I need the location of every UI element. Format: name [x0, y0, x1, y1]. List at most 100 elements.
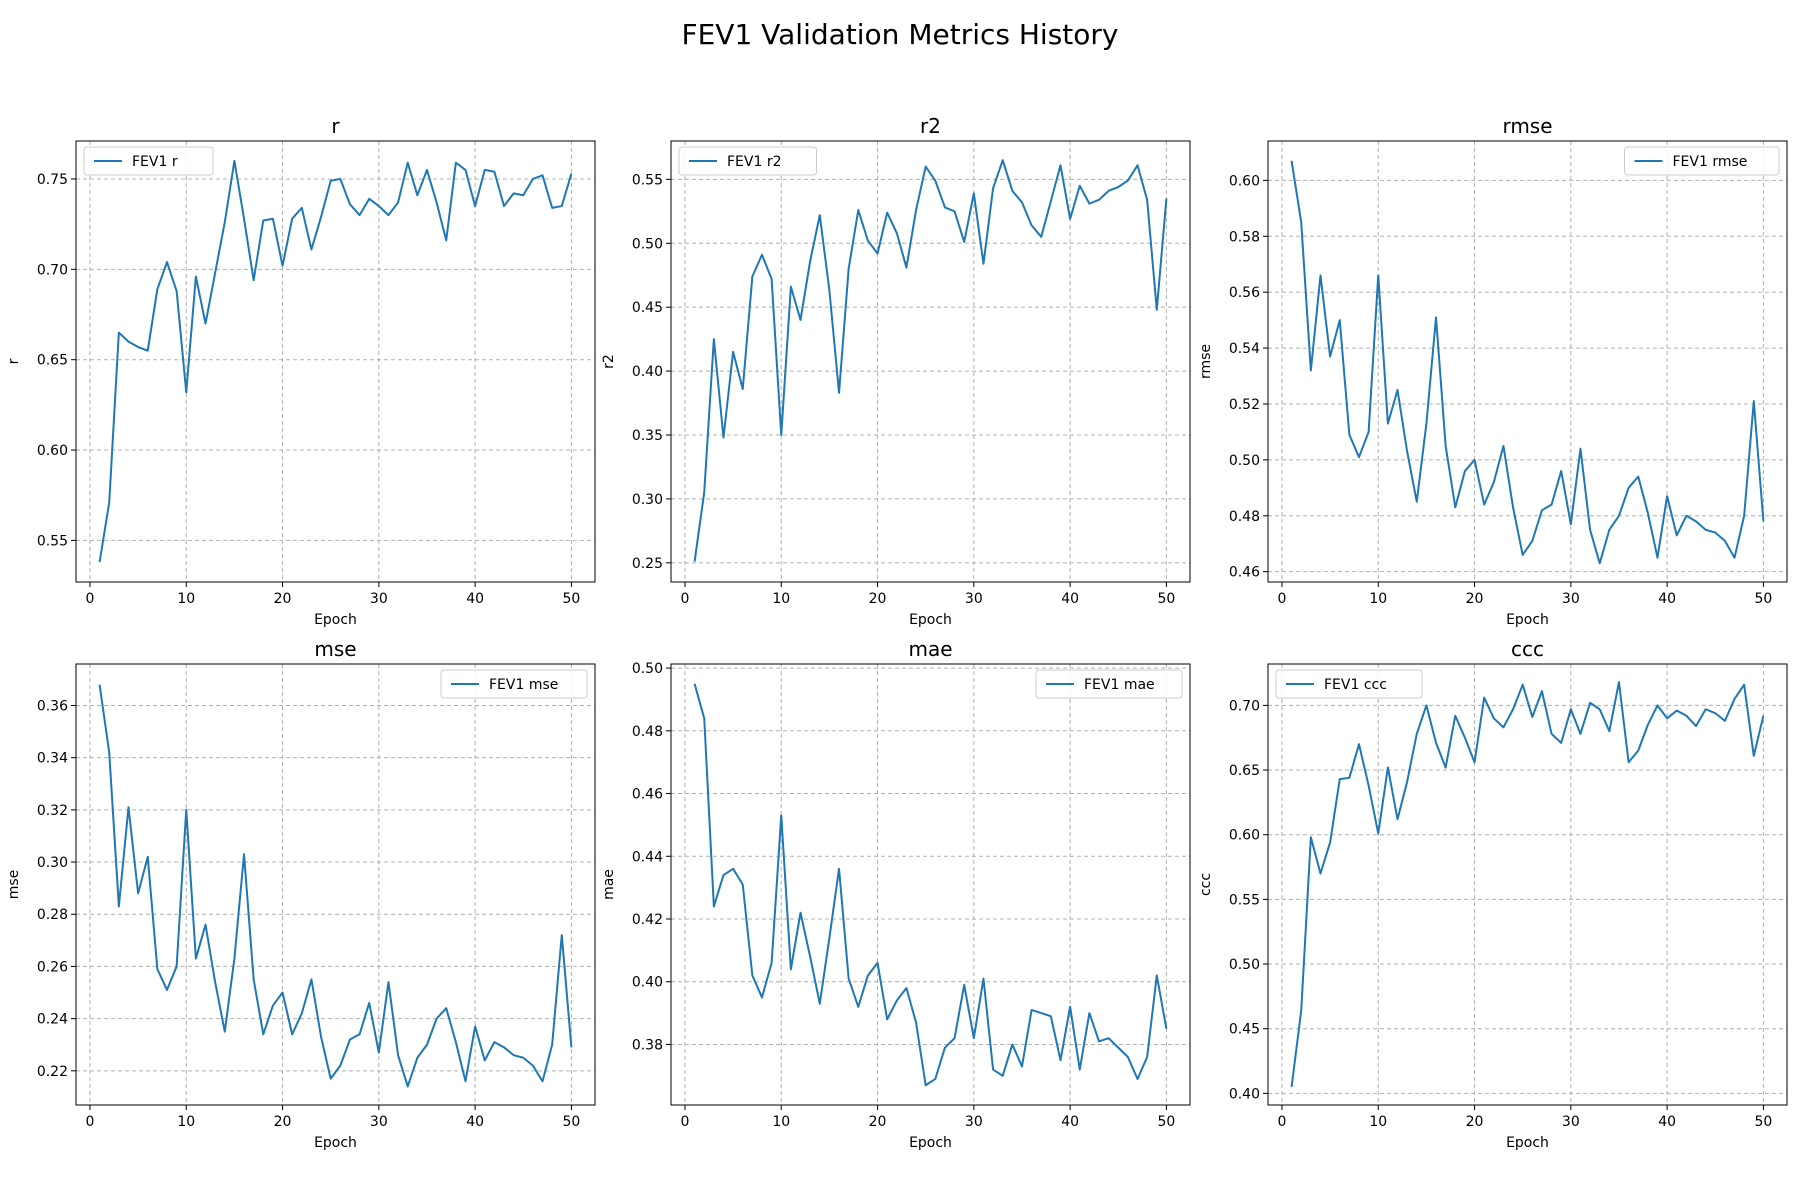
x-tick-label: 30: [965, 1114, 983, 1130]
y-tick-label: 0.46: [1229, 565, 1260, 581]
y-tick-label: 0.48: [632, 724, 663, 740]
y-tick-label: 0.40: [632, 975, 663, 991]
y-tick-label: 0.46: [632, 787, 663, 803]
y-tick-label: 0.50: [1229, 957, 1260, 973]
panel-rmse: 0 10 20 30 40 50 0.46 0.48 0.50 0.52 0.54 0.56 0.58 0…: [1198, 114, 1788, 628]
series-line-r2: [693, 159, 1168, 562]
y-tick-label: 0.58: [1229, 229, 1260, 245]
x-tick-label: 10: [772, 591, 790, 607]
legend-label: FEV1 mse: [489, 677, 558, 693]
x-tick-label: 50: [1754, 591, 1772, 607]
panel-mse: 0 10 20 30 40 50 0.22 0.24 0.26 0.28 0.30 0.32 0.34 0…: [6, 637, 596, 1151]
legend-box: [1035, 669, 1183, 699]
x-tick-label: 20: [869, 591, 887, 607]
x-tick-label: 40: [1061, 591, 1079, 607]
y-axis-label: mse: [6, 870, 22, 900]
y-tick-label: 0.40: [632, 364, 663, 380]
x-tick-label: 20: [274, 591, 292, 607]
panel-title: rmse: [1502, 114, 1552, 138]
y-tick-label: 0.38: [632, 1037, 663, 1053]
x-tick-label: 20: [1466, 1114, 1484, 1130]
x-tick-label: 0: [1278, 1114, 1287, 1130]
legend-label: FEV1 ccc: [1324, 677, 1387, 693]
legend-label: FEV1 r2: [727, 154, 782, 170]
x-tick-label: 10: [177, 591, 195, 607]
y-axis-label: rmse: [1198, 344, 1214, 379]
x-tick-label: 0: [86, 591, 95, 607]
y-tick-label: 0.60: [1229, 173, 1260, 189]
y-tick-label: 0.40: [1229, 1086, 1260, 1102]
x-tick-label: 40: [466, 591, 484, 607]
panel-ccc: 0 10 20 30 40 50 0.40 0.45 0.50 0.55 0.60 0.65 0.70 c…: [1198, 637, 1788, 1151]
y-tick-label: 0.54: [1229, 341, 1260, 357]
series-line-r: [98, 159, 573, 563]
x-tick-label: 50: [1157, 1114, 1175, 1130]
plot-frame: [1267, 663, 1788, 1106]
y-axis-label: ccc: [1198, 873, 1214, 896]
series-line-mse: [98, 684, 573, 1088]
series-line-rmse: [1290, 160, 1765, 565]
y-tick-label: 0.48: [1229, 509, 1260, 525]
plot-frame: [1267, 140, 1788, 583]
y-tick-label: 0.28: [37, 907, 68, 923]
series-line-ccc: [1290, 681, 1765, 1088]
x-axis-label: Epoch: [909, 612, 952, 628]
y-tick-label: 0.26: [37, 959, 68, 975]
y-tick-label: 0.55: [1229, 892, 1260, 908]
y-tick-label: 0.70: [37, 262, 68, 278]
y-tick-label: 0.65: [37, 353, 68, 369]
plot-frame: [75, 663, 596, 1106]
x-tick-label: 0: [86, 1114, 95, 1130]
x-tick-label: 10: [772, 1114, 790, 1130]
legend-label: FEV1 mae: [1084, 677, 1155, 693]
x-tick-label: 10: [1369, 591, 1387, 607]
x-tick-label: 40: [1658, 1114, 1676, 1130]
y-tick-label: 0.30: [632, 492, 663, 508]
y-tick-label: 0.75: [37, 172, 68, 188]
y-tick-label: 0.44: [632, 849, 663, 865]
panel-title: r: [331, 114, 340, 138]
y-axis-label: mae: [601, 869, 617, 900]
plot-frame: [75, 140, 596, 583]
y-tick-label: 0.34: [37, 751, 68, 767]
legend-box: [1275, 669, 1423, 699]
x-tick-label: 40: [1061, 1114, 1079, 1130]
panel-title: ccc: [1511, 637, 1544, 661]
x-tick-label: 20: [1466, 591, 1484, 607]
y-tick-label: 0.55: [632, 172, 663, 188]
y-tick-label: 0.55: [37, 533, 68, 549]
y-tick-label: 0.56: [1229, 285, 1260, 301]
x-axis-label: Epoch: [1506, 612, 1549, 628]
panel-title: mse: [314, 637, 356, 661]
x-tick-label: 0: [681, 591, 690, 607]
x-tick-label: 0: [1278, 591, 1287, 607]
x-tick-label: 50: [1157, 591, 1175, 607]
y-tick-label: 0.50: [632, 236, 663, 252]
x-tick-label: 50: [1754, 1114, 1772, 1130]
y-tick-label: 0.45: [632, 300, 663, 316]
x-tick-label: 30: [370, 591, 388, 607]
y-tick-label: 0.30: [37, 855, 68, 871]
legend-box: [440, 669, 588, 699]
legend-label: FEV1 rmse: [1673, 154, 1748, 170]
y-tick-label: 0.45: [1229, 1022, 1260, 1038]
y-tick-label: 0.22: [37, 1064, 68, 1080]
x-tick-label: 40: [466, 1114, 484, 1130]
x-tick-label: 20: [869, 1114, 887, 1130]
x-tick-label: 50: [562, 1114, 580, 1130]
panel-mae: 0 10 20 30 40 50 0.38 0.40 0.42 0.44 0.46 0.48 0.50 m…: [601, 637, 1191, 1151]
plot-frame: [670, 663, 1191, 1106]
legend-box: [1624, 146, 1780, 176]
y-tick-label: 0.52: [1229, 397, 1260, 413]
panel-title: mae: [908, 637, 952, 661]
y-tick-label: 0.60: [37, 443, 68, 459]
y-tick-label: 0.42: [632, 912, 663, 928]
x-tick-label: 30: [1562, 1114, 1580, 1130]
x-tick-label: 30: [965, 591, 983, 607]
y-axis-label: r: [6, 358, 22, 364]
x-tick-label: 30: [1562, 591, 1580, 607]
x-tick-label: 20: [274, 1114, 292, 1130]
panel-title: r2: [920, 114, 941, 138]
y-tick-label: 0.32: [37, 803, 68, 819]
